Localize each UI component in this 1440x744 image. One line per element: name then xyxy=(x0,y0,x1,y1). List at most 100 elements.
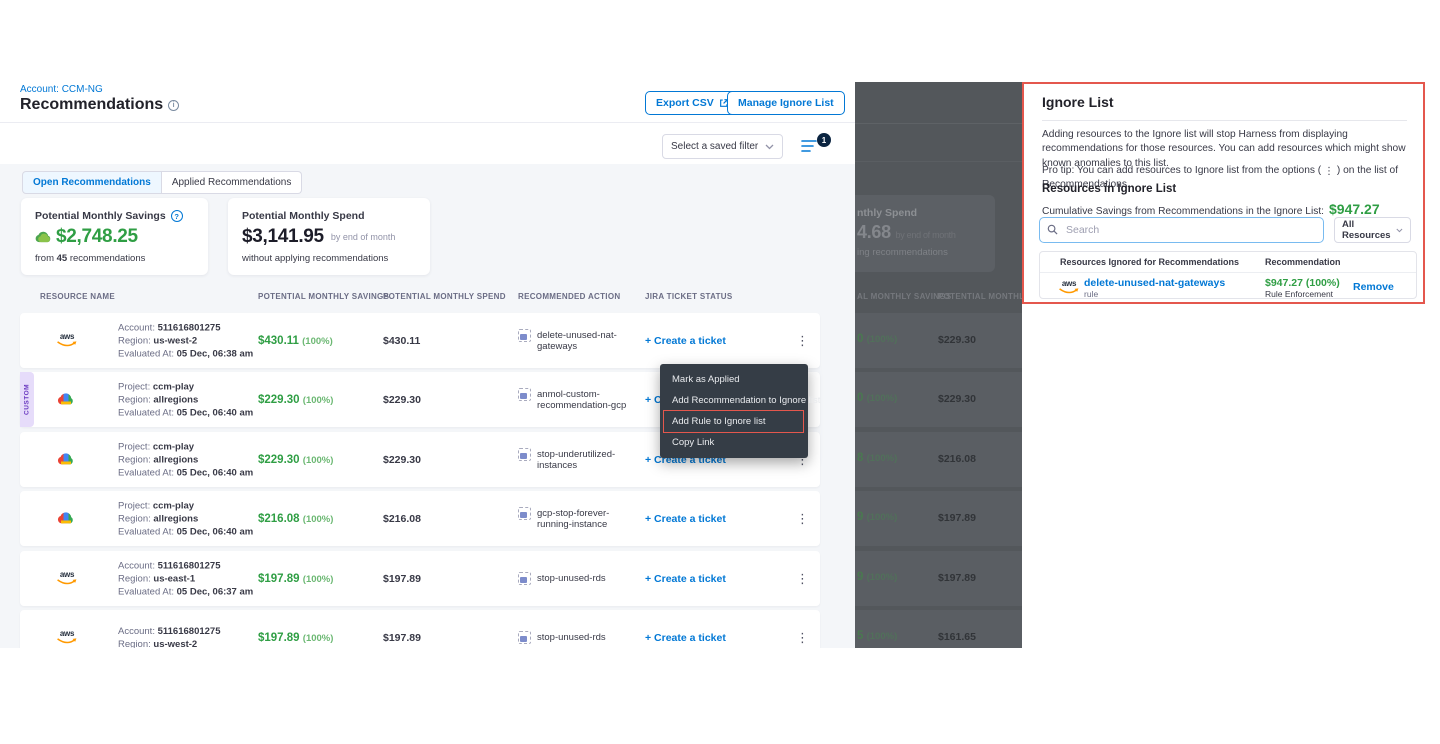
ignored-savings-value: $947.27 (100%) xyxy=(1265,277,1340,289)
row-context-menu: Mark as Applied Add Recommendation to Ig… xyxy=(660,364,821,458)
col-header-potential-savings: POTENTIAL MONTHLY SAVINGS xyxy=(258,292,390,301)
dimmed-divider xyxy=(855,123,1022,124)
dimmed-divider xyxy=(855,161,1022,162)
aws-icon: aws xyxy=(56,629,78,647)
recommendation-type-icon xyxy=(518,630,531,644)
menu-item-copy-link[interactable]: Copy Link xyxy=(672,437,715,448)
help-icon[interactable]: ? xyxy=(170,210,183,222)
recommendation-type-icon xyxy=(518,387,531,401)
ignored-resource-link[interactable]: delete-unused-nat-gateways xyxy=(1084,277,1226,289)
modal-title: Ignore List xyxy=(1042,94,1114,110)
recommended-action-cell: stop-underutilized-instances xyxy=(518,447,640,471)
savings-subtext: from 45 recommendations xyxy=(35,253,146,264)
filter-icon[interactable] xyxy=(801,139,821,153)
page-title: Recommendations i xyxy=(20,96,180,114)
create-ticket-link[interactable]: + Create a ticket xyxy=(645,512,726,525)
manage-ignore-list-button[interactable]: Manage Ignore List xyxy=(727,91,845,115)
ignored-resource-type: rule xyxy=(1084,289,1099,299)
dimmed-table-row: 5 (100%) $161.65 xyxy=(855,610,1022,648)
tab-open-recommendations[interactable]: Open Recommendations xyxy=(22,171,162,194)
custom-tag: CUSTOM xyxy=(20,372,34,427)
spend-cell: $229.30 xyxy=(383,393,421,406)
spend-cell: $197.89 xyxy=(383,631,421,644)
search-input[interactable] xyxy=(1039,217,1324,243)
dimmed-spend-card: nthly Spend 4.68 by end of month ing rec… xyxy=(855,195,995,272)
export-csv-button[interactable]: Export CSV xyxy=(645,91,740,115)
dimmed-table-row: 0 (100%) $229.30 xyxy=(855,372,1022,427)
menu-item-add-rule-to-ignore-list[interactable]: Add Rule to Ignore list xyxy=(660,410,808,433)
create-ticket-link[interactable]: + Create a ticket xyxy=(645,631,726,644)
aws-icon: aws xyxy=(56,570,78,588)
potential-monthly-savings-card: Potential Monthly Savings ? $2,748.25 fr… xyxy=(21,198,208,275)
ignore-list-table: Resources Ignored for Recommendations Re… xyxy=(1039,251,1417,299)
tab-applied-recommendations[interactable]: Applied Recommendations xyxy=(161,171,303,194)
dimmed-table-row: 9 (100%) $197.89 xyxy=(855,551,1022,606)
recommended-action-cell: anmol-custom-recommendation-gcp xyxy=(518,387,640,411)
spend-cell: $216.08 xyxy=(383,512,421,525)
recommendation-type-icon xyxy=(518,447,531,461)
potential-monthly-spend-card: Potential Monthly Spend $3,141.95 by end… xyxy=(228,198,430,275)
dimmed-table-row: 9 (100%) $197.89 xyxy=(855,491,1022,546)
chevron-down-icon xyxy=(765,144,774,149)
modal-pro-tip: Pro tip: You can add resources to Ignore… xyxy=(1042,165,1399,191)
chevron-down-icon xyxy=(1396,228,1403,232)
table-row[interactable]: aws Account: 511616801275 Region: us-wes… xyxy=(20,610,820,648)
table-divider xyxy=(1040,272,1416,273)
savings-cloud-icon xyxy=(35,231,51,243)
recommended-action-cell: gcp-stop-forever-running-instance xyxy=(518,506,640,530)
row-menu-icon[interactable]: ⋮ xyxy=(796,629,809,645)
savings-cell: $197.89 (100%) xyxy=(258,572,334,585)
recommendations-page: Account: CCM-NG Recommendations i Export… xyxy=(0,82,855,648)
table-row[interactable]: aws Account: 511616801275 Region: us-wes… xyxy=(20,313,820,368)
table-row[interactable]: Project: ccm-play Region: allregions Eva… xyxy=(20,491,820,546)
dimmed-col-header-savings: AL MONTHLY SAVINGS xyxy=(857,292,952,301)
recommended-action-cell: stop-unused-rds xyxy=(518,571,640,585)
resource-filter-select[interactable]: All Resources xyxy=(1334,217,1411,243)
saved-filter-select[interactable]: Select a saved filter xyxy=(662,134,783,159)
row-menu-icon[interactable]: ⋮ xyxy=(796,510,809,526)
col-header-potential-spend: POTENTIAL MONTHLY SPEND xyxy=(383,292,506,301)
menu-item-add-recommendation-to-ignore-list[interactable]: Add Recommendation to Ignore list xyxy=(672,395,821,406)
recommended-action-cell: delete-unused-nat-gateways xyxy=(518,328,640,352)
row-menu-icon[interactable]: ⋮ xyxy=(796,332,809,348)
cumulative-savings-value: $947.27 xyxy=(1329,201,1380,217)
menu-item-mark-as-applied[interactable]: Mark as Applied xyxy=(672,374,740,385)
row-menu-icon[interactable]: ⋮ xyxy=(796,570,809,586)
info-icon[interactable]: i xyxy=(168,99,180,111)
savings-cell: $430.11 (100%) xyxy=(258,334,333,347)
breadcrumb[interactable]: Account: CCM-NG xyxy=(20,84,103,95)
gcp-icon xyxy=(56,510,78,528)
col-header-recommendation: Recommendation xyxy=(1265,257,1341,267)
spend-subtext: without applying recommendations xyxy=(242,253,389,264)
savings-cell: $229.30 (100%) xyxy=(258,453,334,466)
kebab-menu-icon: ⋮ xyxy=(1324,166,1335,177)
gcp-icon xyxy=(56,451,78,469)
resources-section-heading: Resources in Ignore List xyxy=(1042,183,1177,195)
recommendation-type-icon xyxy=(518,328,531,342)
modal-divider xyxy=(1042,120,1407,121)
spend-cell: $229.30 xyxy=(383,453,421,466)
dimmed-col-header-spend: POTENTIAL MONTHL xyxy=(938,292,1022,301)
recommendation-type-icon xyxy=(518,506,531,520)
create-ticket-link[interactable]: + Create a ticket xyxy=(645,334,726,347)
col-header-jira-status: JIRA TICKET STATUS xyxy=(645,292,733,301)
spend-value: $3,141.95 xyxy=(242,226,324,247)
create-ticket-link[interactable]: + Create a ticket xyxy=(645,572,726,585)
savings-cell: $229.30 (100%) xyxy=(258,393,334,406)
recommendation-type-icon xyxy=(518,571,531,585)
dimmed-table-row: 0 (100%) $229.30 xyxy=(855,313,1022,368)
dimmed-table-row: 8 (100%) $216.08 xyxy=(855,432,1022,487)
spend-cell: $197.89 xyxy=(383,572,421,585)
recommended-action-cell: stop-unused-rds xyxy=(518,630,640,644)
savings-cell: $197.89 (100%) xyxy=(258,631,334,644)
col-header-recommended-action: RECOMMENDED ACTION xyxy=(518,292,621,301)
tab-bar: Open Recommendations Applied Recommendat… xyxy=(22,171,303,194)
header-divider xyxy=(0,122,855,123)
aws-icon: aws xyxy=(1058,279,1080,295)
spend-cell: $430.11 xyxy=(383,334,421,347)
gcp-icon xyxy=(56,391,78,409)
remove-button[interactable]: Remove xyxy=(1353,281,1394,293)
col-header-resources-ignored: Resources Ignored for Recommendations xyxy=(1060,257,1240,267)
table-row[interactable]: aws Account: 511616801275 Region: us-eas… xyxy=(20,551,820,606)
